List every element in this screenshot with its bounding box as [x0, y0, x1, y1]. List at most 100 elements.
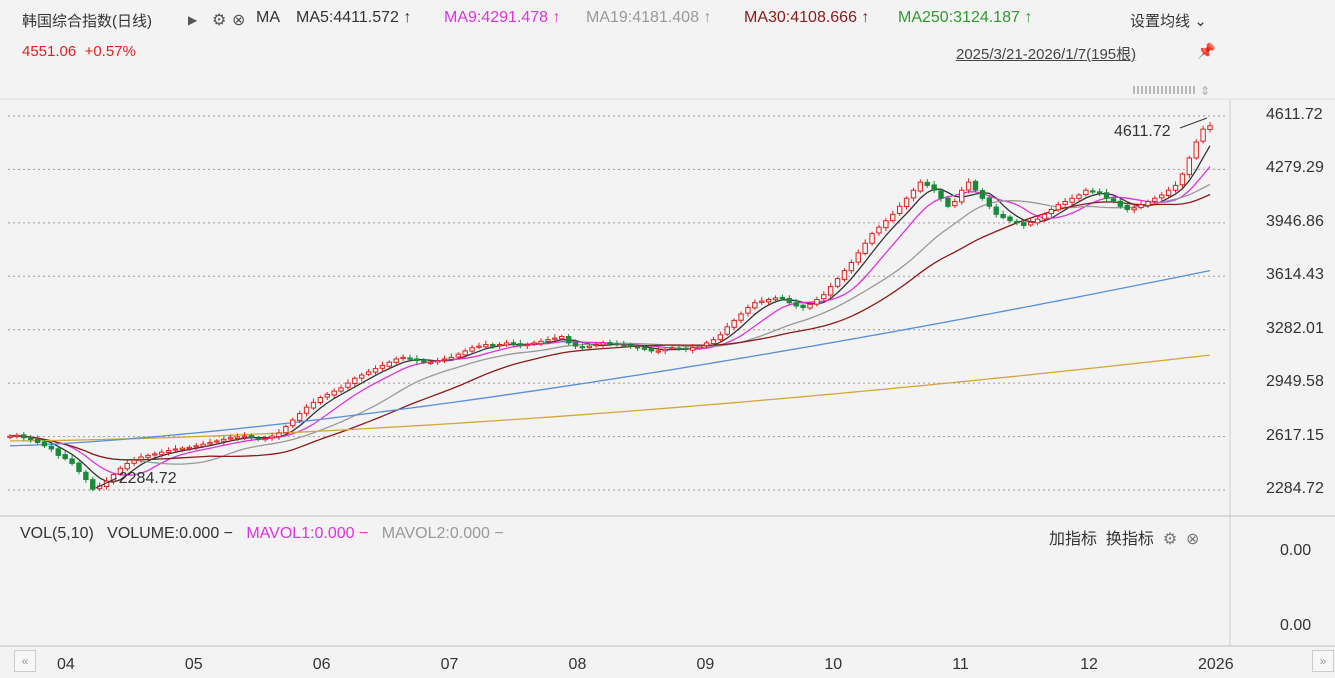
- candle-body: [234, 436, 241, 440]
- candle-body: [331, 390, 337, 396]
- candle-body: [1062, 200, 1068, 205]
- add-indicator-button[interactable]: 加指标: [1049, 531, 1098, 548]
- candle-body: [752, 302, 758, 309]
- candle-body: [90, 479, 96, 490]
- ma30-line: [9, 193, 1211, 461]
- x-tick-label: 09: [696, 656, 715, 673]
- candle-body: [524, 344, 530, 347]
- candle-body: [993, 206, 999, 215]
- candle-body: [1000, 213, 1006, 219]
- candle-body: [386, 361, 393, 367]
- switch-indicator-button[interactable]: 换指标: [1105, 531, 1154, 548]
- candle-body: [21, 434, 27, 439]
- candle-body: [359, 374, 365, 379]
- y-tick-label: 2284.72: [1266, 480, 1324, 497]
- ma19-label: MA19:4181.408 ↑: [586, 9, 712, 26]
- candle-body: [1041, 213, 1048, 220]
- candle-body: [827, 286, 834, 296]
- candle-body: [241, 435, 248, 438]
- candle-body: [483, 344, 489, 348]
- close-icon[interactable]: ⊗: [232, 12, 246, 29]
- ma-settings-button[interactable]: 设置均线 ⌄: [1130, 10, 1207, 31]
- candle-body: [55, 448, 61, 456]
- candle-body: [924, 181, 930, 186]
- candle-body: [669, 347, 675, 350]
- candle-body: [538, 340, 544, 345]
- mini-scrollbar[interactable]: [1133, 86, 1195, 94]
- candle-body: [414, 358, 420, 362]
- volume-header: VOL(5,10) VOLUME:0.000 − MAVOL1:0.000 − …: [20, 525, 504, 543]
- close-icon[interactable]: ⊗: [1186, 531, 1200, 548]
- candle-body: [1110, 198, 1117, 202]
- candle-body: [1096, 191, 1103, 194]
- candle-body: [296, 413, 303, 421]
- candle-body: [1083, 189, 1089, 196]
- x-tick-label: 05: [184, 656, 203, 673]
- candle-body: [772, 297, 779, 301]
- candle-body: [248, 435, 255, 439]
- candle-body: [310, 401, 317, 409]
- mavol2-value: MAVOL2:0.000 −: [381, 525, 504, 542]
- candle-body: [1055, 204, 1061, 211]
- expand-icon[interactable]: ⇕: [1200, 84, 1211, 98]
- ma250-line: [10, 354, 1211, 442]
- candle-body: [779, 296, 786, 300]
- candle-body: [1124, 204, 1130, 210]
- candle-body: [945, 197, 951, 207]
- play-icon[interactable]: ▶: [188, 13, 198, 27]
- candle-body: [317, 397, 324, 404]
- date-range[interactable]: 2025/3/21-2026/1/7(195根): [956, 46, 1137, 63]
- chart-title[interactable]: 韩国综合指数(日线): [22, 13, 152, 30]
- y-tick-label: 2617.15: [1266, 426, 1324, 444]
- candle-body: [276, 432, 282, 438]
- candle-body: [227, 437, 234, 440]
- candle-body: [152, 453, 158, 456]
- candle-body: [145, 454, 151, 458]
- candle-body: [434, 360, 441, 363]
- candle-body: [124, 462, 130, 470]
- candle-body: [76, 462, 82, 472]
- gear-icon[interactable]: ⚙: [1162, 531, 1178, 548]
- x-tick-label: 07: [440, 656, 459, 673]
- candle-body: [786, 298, 793, 304]
- mavol1-value: MAVOL1:0.000 −: [246, 525, 369, 542]
- candle-body: [159, 451, 165, 456]
- y-tick-label: 3282.01: [1266, 319, 1324, 337]
- scroll-left-button[interactable]: «: [14, 650, 36, 672]
- candle-body: [614, 343, 620, 346]
- ma-settings-label: 设置均线: [1130, 13, 1191, 30]
- candle-body: [1145, 200, 1151, 206]
- candle-body: [283, 425, 289, 434]
- candle-body: [1138, 204, 1144, 209]
- candle-body: [510, 342, 517, 346]
- candle-body: [179, 447, 186, 451]
- candle-body: [1200, 128, 1206, 142]
- candle-body: [593, 344, 599, 347]
- x-tick-label: 06: [312, 656, 331, 673]
- candle-body: [965, 181, 972, 191]
- candle-body: [1159, 194, 1165, 199]
- candle-body: [552, 337, 558, 340]
- candle-body: [193, 445, 199, 448]
- volume-value: VOLUME:0.000 −: [107, 525, 233, 542]
- price-readout: 4551.06 +0.57%: [22, 43, 136, 60]
- candle-body: [1103, 192, 1110, 199]
- price-change: +0.57%: [84, 43, 136, 60]
- candle-body: [759, 300, 765, 303]
- candle-body: [848, 262, 855, 272]
- candle-body: [448, 356, 455, 360]
- scroll-right-button[interactable]: »: [1312, 650, 1334, 672]
- candle-body: [1152, 197, 1158, 203]
- candle-body: [814, 298, 820, 305]
- candle-body: [1076, 194, 1082, 199]
- candle-body: [476, 345, 482, 348]
- gear-icon[interactable]: ⚙: [212, 12, 227, 29]
- candle-body: [862, 242, 868, 255]
- candle-body: [662, 348, 668, 352]
- pin-icon[interactable]: 📌: [1197, 43, 1216, 60]
- candle-body: [738, 313, 744, 321]
- candle-body: [855, 252, 861, 263]
- candle-body: [917, 181, 924, 192]
- x-tick-label: 04: [57, 656, 75, 673]
